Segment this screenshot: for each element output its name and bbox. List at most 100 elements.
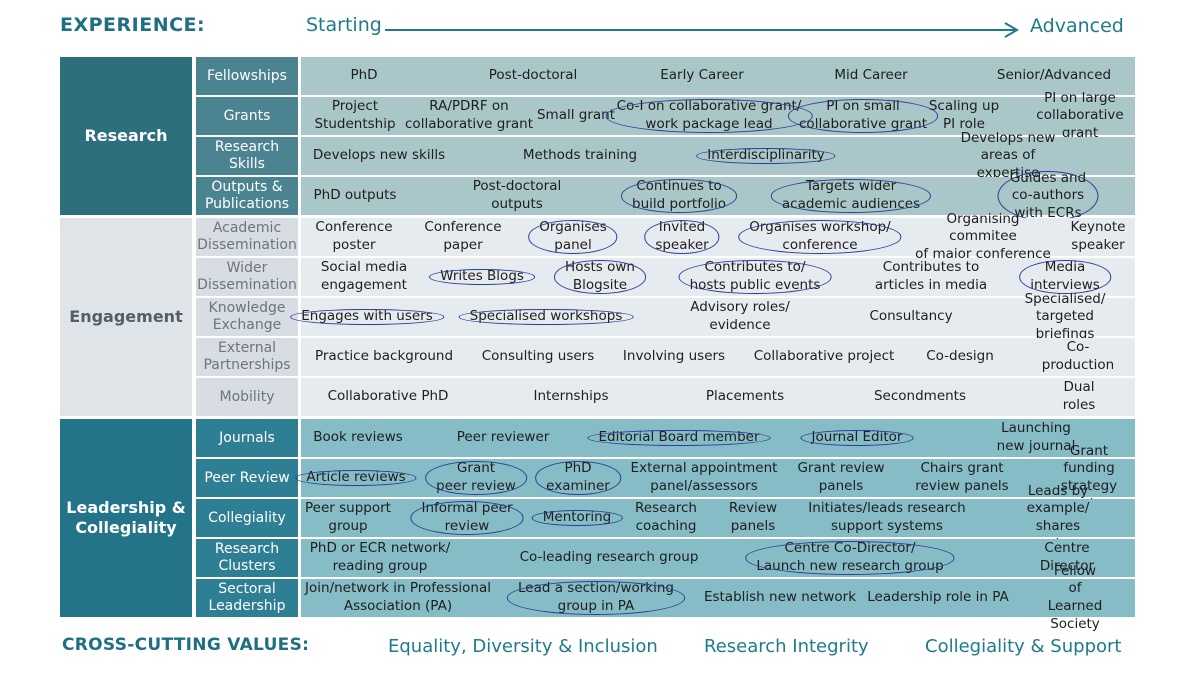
experience-item-label: Keynote speaker (1070, 219, 1126, 253)
experience-item: Join/network in Professional Association… (301, 579, 495, 617)
experience-item: Book reviews (309, 419, 407, 457)
experience-item: Lead a section/working group in PA (506, 579, 686, 617)
experience-item: Secondments (870, 378, 970, 416)
row-research-clusters: PhD or ECR network/ reading group Co-lead… (301, 539, 1135, 577)
experience-item: Article reviews (295, 459, 417, 497)
highlight-circle-icon (800, 430, 914, 446)
row-research-skills: Develops new skills Methods training Inter… (301, 130, 1135, 181)
highlight-circle-icon (295, 470, 417, 486)
experience-item: Organises workshop/ conference (738, 218, 902, 256)
experience-item-label: Research coaching (635, 500, 697, 534)
experience-item: Guides and co-authors with ECRs (997, 170, 1099, 222)
highlight-circle-icon (770, 179, 932, 213)
subcategory-sectoral-leadership: Sectoral Leadership (196, 579, 298, 617)
cross-cutting-value-integrity: Research Integrity (704, 636, 869, 657)
subcategory-journals: Journals (196, 419, 298, 457)
cross-cutting-value-collegiality: Collegiality & Support (925, 636, 1122, 657)
row-outputs-publications: PhD outputs Post-doctoral outputs Continue… (301, 170, 1135, 222)
experience-item: Early Career (656, 57, 748, 95)
experience-item-label: Methods training (522, 147, 638, 164)
subcategory-outputs-publications: Outputs & Publications (196, 177, 298, 215)
highlight-circle-icon (429, 269, 535, 285)
cross-cutting-value-edi: Equality, Diversity & Inclusion (388, 636, 658, 657)
experience-item-label: PhD (350, 67, 378, 84)
section-research: Research (60, 57, 192, 215)
row-journals: Book reviews Peer reviewer Editorial Board… (301, 419, 1135, 457)
experience-item: Senior/Advanced (993, 57, 1115, 95)
experience-item-label: Mid Career (834, 67, 908, 84)
experience-item-label: Specialised workshops (458, 307, 634, 327)
section-label: Engagement (69, 307, 183, 326)
experience-item-label: PhD examiner (535, 459, 621, 496)
highlight-circle-icon (458, 309, 634, 325)
experience-item: Contributes to articles in media (871, 258, 991, 296)
highlight-circle-icon (587, 430, 771, 446)
experience-item: Co-design (922, 338, 998, 376)
experience-item: Consulting users (478, 338, 599, 376)
experience-item-label: Collaborative project (753, 348, 895, 365)
experience-item-label: Continues to build portfolio (621, 177, 737, 214)
experience-start-label: Starting (306, 14, 382, 36)
experience-item: Collaborative project (750, 338, 899, 376)
highlight-circle-icon (528, 220, 618, 254)
highlight-circle-icon (290, 309, 444, 325)
experience-item: Mid Career (830, 57, 911, 95)
experience-item: PhD (346, 57, 381, 95)
experience-item: Writes Blogs (429, 258, 535, 296)
experience-item-label: Post-doctoral outputs (472, 178, 562, 212)
experience-item: Specialised/ targeted briefings (1021, 291, 1110, 342)
subcategory-peer-review: Peer Review (196, 459, 298, 497)
experience-item: Launching new journal (987, 419, 1086, 457)
row-grants: Project Studentship RA/PDRF on collaborat… (301, 90, 1135, 141)
experience-item-label: Co-production (1041, 339, 1115, 373)
experience-item: Peer support group (301, 499, 395, 537)
experience-item-label: Practice background (314, 348, 454, 365)
experience-item: Conference poster (311, 218, 396, 256)
experience-item: RA/PDRF on collaborative grant (401, 97, 537, 135)
experience-item: Contributes to/ hosts public events (678, 258, 832, 296)
experience-item: Centre Co-Director/ Launch new research … (745, 539, 955, 577)
experience-item-label: External appointment panel/assessors (630, 460, 778, 494)
experience-item: PhD outputs (310, 177, 401, 215)
experience-item-label: Leadership role in PA (867, 589, 1009, 606)
experience-item-label: Journal Editor (800, 428, 914, 448)
subcategory-research-clusters: Research Clusters (196, 539, 298, 577)
experience-item-label: Lead a section/working group in PA (506, 579, 686, 616)
experience-item: Co-production (1038, 338, 1119, 376)
experience-item-label: Mentoring (531, 508, 623, 528)
experience-item-label: Organises panel (528, 218, 618, 255)
experience-item-label: Peer reviewer (456, 429, 550, 446)
experience-item-label: Initiates/leads research support systems (808, 500, 966, 534)
experience-item-label: Launching new journal (996, 420, 1076, 454)
experience-item-label: PI on small collaborative grant (788, 97, 938, 134)
experience-item: PhD or ECR network/ reading group (306, 539, 454, 577)
experience-item-label: Book reviews (313, 429, 403, 446)
experience-item: Targets wider academic audiences (770, 177, 932, 215)
experience-item-label: Social media engagement (320, 259, 408, 293)
experience-item: Informal peer review (410, 499, 524, 537)
row-sectoral-leadership: Join/network in Professional Association… (301, 563, 1135, 632)
experience-item-label: Conference paper (424, 219, 502, 253)
experience-item: Grant peer review (425, 459, 527, 497)
experience-item-label: Hosts own Blogsite (554, 258, 646, 295)
experience-item: Interdisciplinarity (696, 137, 836, 175)
subcategory-wider-dissemination: Wider Dissemination (196, 258, 298, 296)
experience-item: Grant review panels (793, 459, 888, 497)
experience-item-label: Centre Director (1039, 540, 1095, 574)
experience-item-label: Advisory roles/ evidence (690, 299, 790, 333)
experience-item: Placements (702, 378, 788, 416)
experience-item-label: Early Career (660, 67, 744, 84)
experience-item-label: Writes Blogs (429, 267, 535, 287)
experience-item: Advisory roles/ evidence (686, 298, 794, 336)
experience-item: Leads by example/ shares experiences (1013, 483, 1103, 552)
experience-item-label: Co-I on collaborative grant/ work packag… (605, 97, 813, 134)
experience-item: Co-I on collaborative grant/ work packag… (605, 97, 813, 135)
experience-item: PhD examiner (535, 459, 621, 497)
highlight-circle-icon (738, 220, 902, 254)
subcategory-fellowships: Fellowships (196, 57, 298, 95)
row-external-partnerships: Practice background Consulting users Invol… (301, 338, 1135, 376)
subcategory-external-partnerships: External Partnerships (196, 338, 298, 376)
experience-item: PI on small collaborative grant (788, 97, 938, 135)
experience-item: Engages with users (290, 298, 444, 336)
highlight-circle-icon (1019, 260, 1111, 294)
